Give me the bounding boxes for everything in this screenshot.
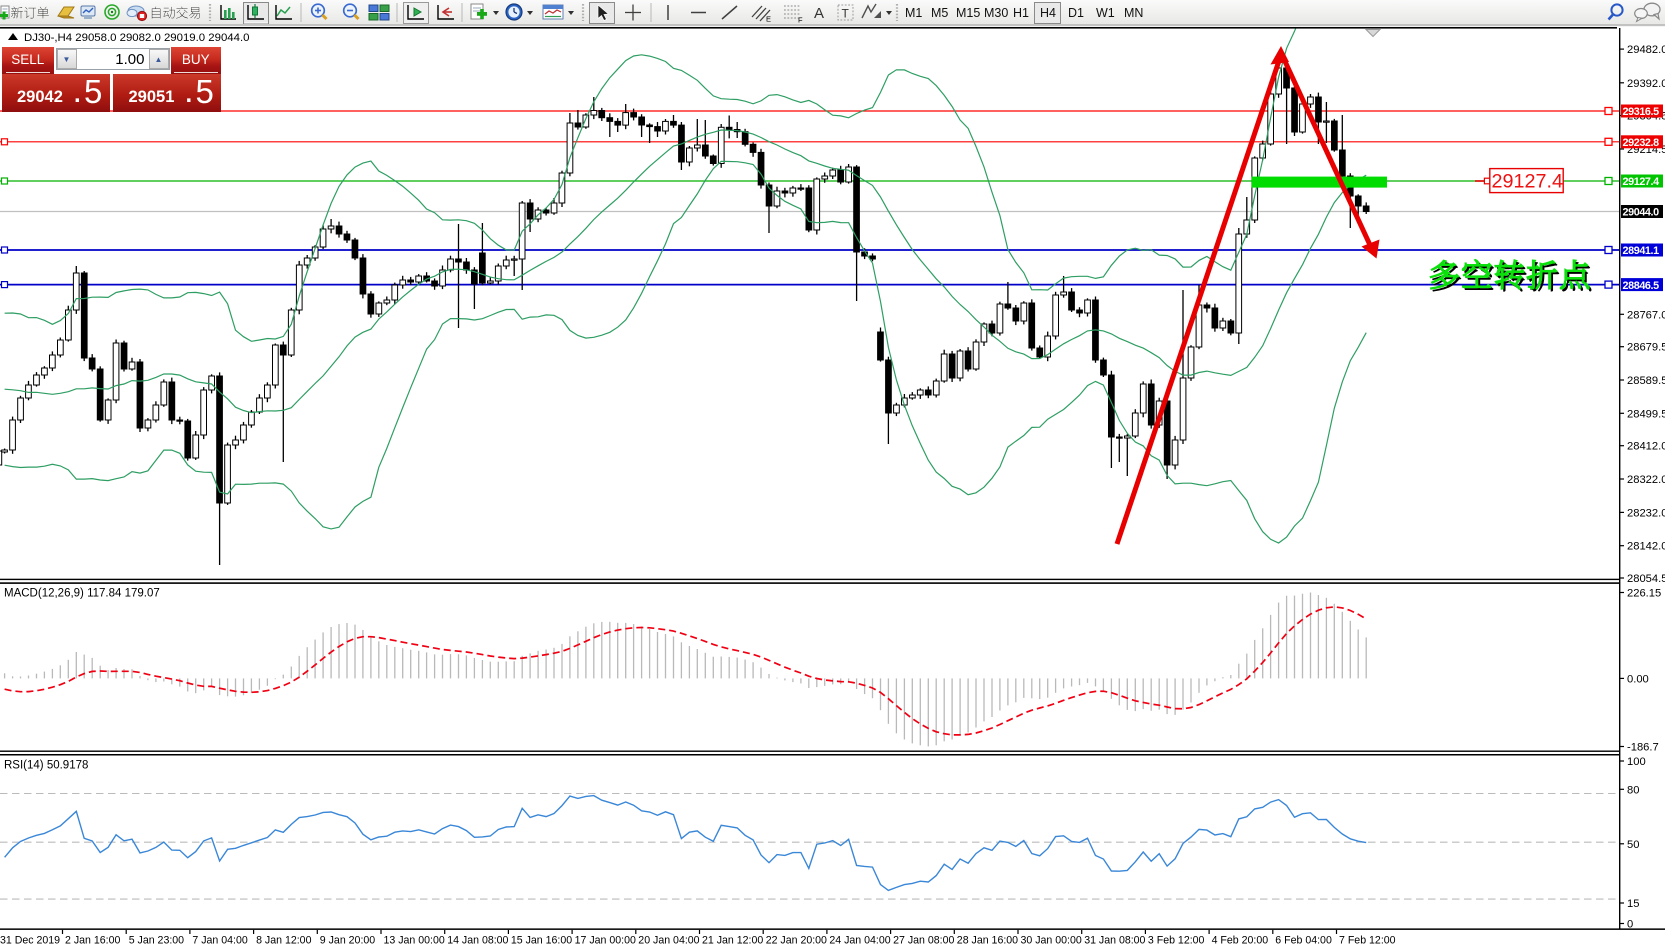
svg-text:29044.0: 29044.0 — [1623, 207, 1660, 219]
svg-text:T: T — [842, 7, 850, 21]
svg-text:29316.5: 29316.5 — [1623, 106, 1660, 118]
svg-text:28054.5: 28054.5 — [1627, 573, 1665, 585]
svg-text:E: E — [766, 15, 771, 24]
svg-text:80: 80 — [1627, 784, 1639, 796]
svg-text:2 Jan 16:00: 2 Jan 16:00 — [65, 935, 120, 947]
svg-text:24 Jan 04:00: 24 Jan 04:00 — [829, 935, 890, 947]
svg-text:31 Jan 08:00: 31 Jan 08:00 — [1084, 935, 1145, 947]
svg-text:MACD(12,26,9) 117.84 179.07: MACD(12,26,9) 117.84 179.07 — [4, 588, 160, 600]
svg-text:31 Dec 2019: 31 Dec 2019 — [0, 935, 60, 947]
svg-text:15: 15 — [1627, 898, 1639, 910]
svg-text:28846.5: 28846.5 — [1623, 280, 1660, 292]
svg-text:30 Jan 00:00: 30 Jan 00:00 — [1021, 935, 1082, 947]
svg-text:28232.0: 28232.0 — [1627, 507, 1665, 519]
svg-text:4 Feb 20:00: 4 Feb 20:00 — [1212, 935, 1269, 947]
svg-text:5 Jan 23:00: 5 Jan 23:00 — [129, 935, 184, 947]
svg-text:14 Jan 08:00: 14 Jan 08:00 — [447, 935, 508, 947]
svg-text:21 Jan 12:00: 21 Jan 12:00 — [702, 935, 763, 947]
svg-text:0: 0 — [1627, 919, 1633, 931]
svg-text:29127.4: 29127.4 — [1623, 176, 1660, 188]
svg-text:28322.0: 28322.0 — [1627, 474, 1665, 486]
svg-text:D1: D1 — [1068, 6, 1084, 20]
svg-text:M1: M1 — [905, 6, 922, 20]
svg-text:6 Feb 04:00: 6 Feb 04:00 — [1275, 935, 1332, 947]
svg-text:F: F — [798, 16, 803, 25]
svg-text:100: 100 — [1627, 756, 1646, 768]
svg-text:28412.0: 28412.0 — [1627, 441, 1665, 453]
svg-text:17 Jan 00:00: 17 Jan 00:00 — [575, 935, 636, 947]
svg-text:H4: H4 — [1040, 6, 1056, 20]
svg-text:28499.5: 28499.5 — [1627, 408, 1665, 420]
svg-text:M15: M15 — [956, 6, 980, 20]
svg-text:RSI(14) 50.9178: RSI(14) 50.9178 — [4, 760, 88, 772]
svg-text:29127.4: 29127.4 — [1492, 171, 1564, 193]
svg-text:22 Jan 20:00: 22 Jan 20:00 — [766, 935, 827, 947]
svg-text:29392.0: 29392.0 — [1627, 78, 1665, 90]
svg-text:28142.0: 28142.0 — [1627, 541, 1665, 553]
svg-text:7 Feb 12:00: 7 Feb 12:00 — [1339, 935, 1396, 947]
svg-text:3 Feb 12:00: 3 Feb 12:00 — [1148, 935, 1205, 947]
svg-text:27 Jan 08:00: 27 Jan 08:00 — [893, 935, 954, 947]
svg-text:-186.7: -186.7 — [1627, 742, 1659, 754]
svg-text:DJ30-,H4 29058.0 29082.0 2901: DJ30-,H4 29058.0 29082.0 29019.0 29044.0 — [24, 32, 249, 44]
svg-text:H1: H1 — [1013, 6, 1029, 20]
svg-text:28767.0: 28767.0 — [1627, 309, 1665, 321]
svg-text:28 Jan 16:00: 28 Jan 16:00 — [957, 935, 1018, 947]
svg-text:20 Jan 04:00: 20 Jan 04:00 — [638, 935, 699, 947]
svg-text:29482.0: 29482.0 — [1627, 44, 1665, 56]
svg-text:15 Jan 16:00: 15 Jan 16:00 — [511, 935, 572, 947]
svg-text:8 Jan 12:00: 8 Jan 12:00 — [256, 935, 311, 947]
svg-text:29232.8: 29232.8 — [1623, 137, 1660, 149]
svg-text:50: 50 — [1627, 839, 1639, 851]
svg-text:W1: W1 — [1096, 6, 1115, 20]
svg-text:28941.1: 28941.1 — [1623, 245, 1660, 257]
svg-text:M5: M5 — [931, 6, 948, 20]
svg-text:13 Jan 00:00: 13 Jan 00:00 — [384, 935, 445, 947]
svg-text:MN: MN — [1124, 6, 1143, 20]
svg-text:28679.5: 28679.5 — [1627, 342, 1665, 354]
svg-text:A: A — [814, 5, 824, 22]
svg-text:0.00: 0.00 — [1627, 673, 1649, 685]
svg-text:7 Jan 04:00: 7 Jan 04:00 — [192, 935, 247, 947]
svg-text:M30: M30 — [984, 6, 1008, 20]
svg-text:9 Jan 20:00: 9 Jan 20:00 — [320, 935, 375, 947]
svg-text:226.15: 226.15 — [1627, 588, 1661, 600]
svg-text:28589.5: 28589.5 — [1627, 375, 1665, 387]
